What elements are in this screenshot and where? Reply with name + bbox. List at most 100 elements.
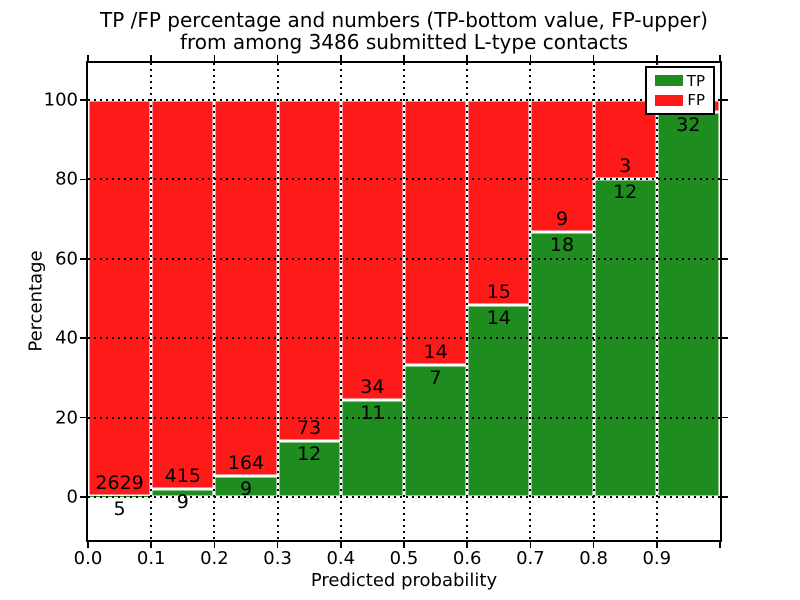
fp-count-label: 3 [619, 155, 632, 178]
v-gridline [276, 63, 279, 540]
fp-bar-segment [467, 100, 531, 306]
legend-label-fp: FP [687, 91, 705, 110]
tp-count-label: 12 [297, 442, 322, 465]
tp-count-label: 32 [676, 114, 701, 137]
v-gridline [213, 63, 216, 540]
fp-count-label: 15 [486, 281, 511, 304]
tp-count-label: 12 [613, 181, 638, 204]
plot-area: 2629541591649731234111471514918312132 [88, 63, 720, 540]
tp-count-label: 14 [486, 307, 511, 330]
fp-count-label: 34 [360, 375, 385, 398]
x-tick-label: 0.5 [389, 548, 419, 569]
v-gridline [655, 63, 658, 540]
y-tick-right [722, 337, 728, 339]
x-tick-label: 0.8 [579, 548, 608, 569]
fp-count-label: 415 [164, 464, 201, 487]
legend-row-tp: TP [655, 72, 705, 90]
x-tick-top [592, 55, 595, 61]
y-tick-right [722, 99, 728, 101]
fp-swatch-icon [655, 94, 683, 106]
v-gridline [403, 63, 405, 540]
y-axis-label: Percentage [25, 250, 47, 352]
legend: TP FP [645, 66, 715, 115]
y-tick-label: 100 [43, 89, 78, 111]
fp-count-label: 2629 [95, 472, 144, 495]
fp-bar-segment [404, 100, 468, 365]
x-tick-top [529, 55, 532, 61]
y-tick-label: 80 [55, 168, 78, 190]
fp-count-label: 14 [423, 340, 448, 363]
tp-bar-segment [404, 364, 468, 497]
y-tick-right [722, 178, 728, 181]
tp-bar-segment [277, 440, 341, 497]
x-tick-bottom [466, 542, 468, 548]
x-tick-top [213, 55, 216, 61]
chart-title-line2: from among 3486 submitted L-type contact… [179, 30, 629, 54]
y-tick-right [722, 416, 728, 419]
y-tick-left [80, 416, 86, 419]
x-tick-top [87, 55, 89, 61]
fp-bar-segment [340, 100, 404, 400]
tp-count-label: 7 [429, 366, 442, 389]
v-gridline [150, 63, 153, 540]
y-tick-right [722, 258, 728, 260]
x-tick-top [340, 55, 342, 61]
x-tick-bottom [87, 542, 89, 548]
x-tick-top [466, 55, 468, 61]
y-tick-left [80, 178, 86, 181]
y-tick-label: 20 [55, 407, 78, 429]
x-tick-label: 0.4 [326, 548, 356, 569]
legend-label-tp: TP [686, 71, 705, 90]
x-tick-label: 0.6 [452, 548, 482, 569]
x-tick-bottom [213, 542, 216, 548]
legend-row-fp: FP [655, 91, 705, 109]
x-tick-bottom [276, 542, 279, 548]
v-gridline [339, 63, 342, 540]
x-tick-top [403, 55, 405, 61]
x-tick-label: 0.0 [73, 548, 103, 569]
x-tick-bottom [656, 542, 658, 548]
x-tick-label: 0.3 [263, 548, 292, 569]
tp-count-label: 5 [113, 498, 126, 521]
y-tick-label: 60 [55, 248, 78, 270]
chart-title: TP /FP percentage and numbers (TP-bottom… [0, 9, 800, 53]
chart-title-line1: TP /FP percentage and numbers (TP-bottom… [100, 8, 708, 32]
x-tick-top [719, 55, 721, 61]
x-tick-bottom [592, 542, 595, 548]
x-tick-label: 0.2 [200, 548, 229, 569]
tp-count-label: 9 [239, 478, 253, 501]
tp-swatch-icon [655, 75, 683, 87]
v-gridline [592, 63, 595, 540]
x-tick-label: 0.7 [516, 548, 545, 569]
y-tick-left [80, 258, 86, 260]
x-tick-bottom [403, 542, 405, 548]
tp-bar-segment [340, 399, 404, 497]
tp-bar-segment [151, 488, 215, 497]
x-tick-bottom [340, 542, 342, 548]
v-gridline [529, 63, 532, 540]
x-tick-label: 0.9 [642, 548, 672, 569]
fp-bar-segment [151, 100, 215, 489]
tp-bar-segment [214, 476, 278, 497]
y-tick-left [80, 99, 86, 101]
plot-box: 2629541591649731234111471514918312132 TP… [86, 61, 722, 542]
tp-count-label: 11 [360, 401, 385, 424]
x-axis-label: Predicted probability [310, 570, 498, 591]
y-tick-label: 0 [66, 486, 78, 508]
x-tick-bottom [529, 542, 532, 548]
tp-count-label: 18 [549, 234, 575, 257]
x-tick-label: 0.1 [136, 548, 166, 569]
fp-count-label: 164 [227, 452, 265, 475]
y-tick-right [722, 496, 728, 498]
fp-bar-segment [88, 100, 152, 497]
x-tick-top [276, 55, 279, 61]
fp-bar-segment [277, 100, 341, 441]
fp-bar-segment [530, 100, 594, 233]
x-tick-bottom [719, 542, 721, 548]
y-tick-left [80, 496, 86, 498]
x-tick-top [656, 55, 658, 61]
v-gridline [466, 63, 469, 540]
fp-bar-segment [214, 100, 278, 477]
tp-count-label: 9 [176, 490, 189, 513]
